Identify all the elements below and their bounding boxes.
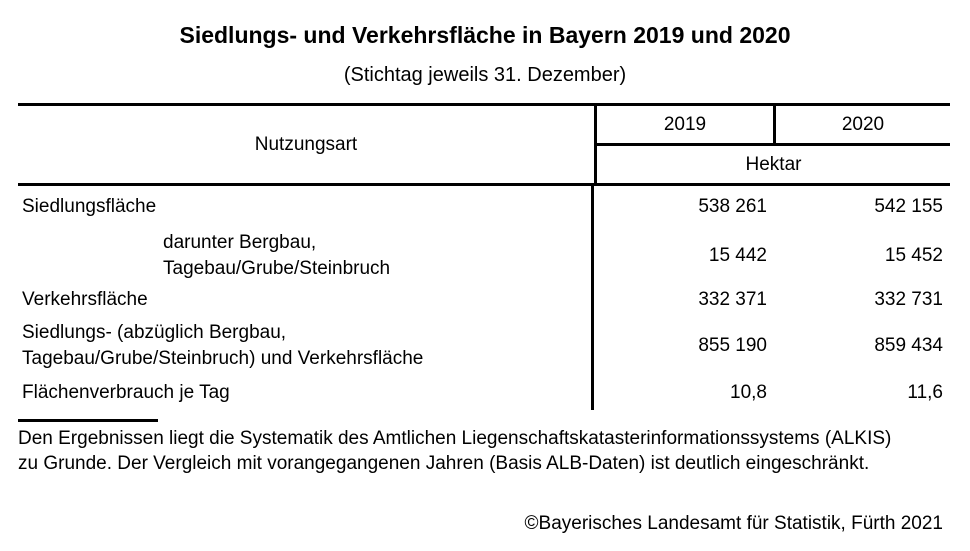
row-label-siedlungsflaeche: Siedlungsfläche [18,186,594,228]
value-2020: 11,6 [907,382,943,403]
row-label-text: Verkehrsfläche [22,289,148,310]
table-row: Siedlungs- (abzüglich Bergbau, Tagebau/G… [18,316,950,376]
row-label-text: Flächenverbrauch je Tag [22,382,230,403]
value-2020: 859 434 [874,335,943,356]
footnote-line-1: Den Ergebnissen liegt die Systematik des… [18,428,892,449]
table-row: Verkehrsfläche 332 371 332 731 [18,284,950,316]
footnote: Den Ergebnissen liegt die Systematik des… [18,426,963,476]
row-label-flaechenverbrauch: Flächenverbrauch je Tag [18,376,594,410]
row-label-verkehrsflaeche: Verkehrsfläche [18,284,594,316]
table-body: Siedlungsfläche 538 261 542 155 darunter… [18,186,950,410]
table-header: Nutzungsart 2019 2020 Hektar [18,106,950,186]
year-header-row: 2019 2020 [597,106,950,146]
table-row: Siedlungsfläche 538 261 542 155 [18,186,950,228]
row-label-line-1: Siedlungs- (abzüglich Bergbau, [22,322,287,343]
row-label-siedlungs-und-verkehrsflaeche: Siedlungs- (abzüglich Bergbau, Tagebau/G… [18,316,594,376]
year-header-group: 2019 2020 Hektar [597,106,950,183]
row-label-line-2: Tagebau/Grube/Steinbruch) und Verkehrsfl… [22,348,424,369]
row-label-line-1: darunter Bergbau, [163,232,317,253]
table-row: darunter Bergbau, Tagebau/Grube/Steinbru… [18,228,950,284]
value-2019: 10,8 [730,382,767,403]
row-label-darunter-bergbau: darunter Bergbau, Tagebau/Grube/Steinbru… [18,228,594,284]
page-subtitle: (Stichtag jeweils 31. Dezember) [343,64,627,86]
row-label-text: Siedlungsfläche [22,196,157,217]
value-2019: 855 190 [698,335,767,356]
footnote-line-2: zu Grunde. Der Vergleich mit vorangegang… [18,453,870,474]
footnote-rule [18,419,158,422]
column-header-2020: 2020 [841,113,885,135]
page-title: Siedlungs- und Verkehrsfläche in Bayern … [179,22,791,48]
value-2020: 15 452 [884,245,943,266]
column-header-nutzungsart: Nutzungsart [18,106,597,183]
data-table: Nutzungsart 2019 2020 Hektar Siedlungsfl… [18,103,950,410]
table-row: Flächenverbrauch je Tag 10,8 11,6 [18,376,950,410]
value-2020: 332 731 [874,289,943,310]
table-top-rule [18,103,950,106]
value-2019: 538 261 [698,196,767,217]
unit-header-hektar: Hektar [745,153,802,175]
value-2019: 15 442 [708,245,767,266]
column-header-2019: 2019 [597,106,776,143]
value-2019: 332 371 [698,289,767,310]
value-2020: 542 155 [874,196,943,217]
copyright-line: ©Bayerisches Landesamt für Statistik, Fü… [524,513,943,534]
row-label-line-2: Tagebau/Grube/Steinbruch [163,258,391,279]
